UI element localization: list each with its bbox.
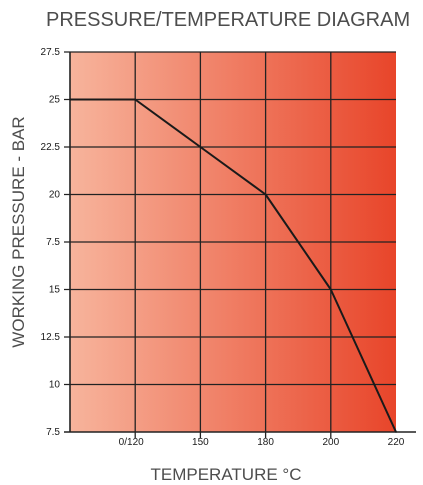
y-tick-label: 7.5: [46, 427, 60, 438]
series-layer: [69, 98, 397, 433]
y-tick-label: 7.5: [46, 237, 60, 248]
grid-lines: [64, 51, 396, 438]
series-line: [70, 98, 397, 433]
y-tick-label: 27.5: [41, 47, 61, 58]
axes: [64, 52, 416, 433]
series-point: [134, 98, 136, 101]
x-tick-label: 220: [388, 437, 405, 448]
y-tick-label: 15: [49, 285, 61, 296]
series-point: [395, 431, 397, 433]
series-point: [199, 146, 202, 148]
y-tick-labels: 7.5 10 12.5 15 7.5 20 22.5 25 27.5: [41, 47, 61, 438]
x-tick-labels: 0/120 150 180 200 220: [119, 437, 405, 448]
x-tick-label: 150: [192, 437, 209, 448]
y-tick-label: 20: [49, 190, 61, 201]
x-tick-label: 0/120: [119, 437, 144, 448]
y-tick-label: 10: [49, 380, 61, 391]
y-tick-label: 12.5: [41, 332, 61, 343]
x-tick-label: 180: [257, 437, 274, 448]
series-point: [264, 193, 267, 196]
chart-title: PRESSURE/TEMPERATURE DIAGRAM: [46, 9, 410, 31]
y-tick-label: 22.5: [41, 142, 61, 153]
x-axis-title: TEMPERATURE °C: [151, 465, 302, 484]
x-tick-label: 200: [322, 437, 339, 448]
series-point: [69, 98, 71, 101]
y-axis-title: WORKING PRESSURE - BAR: [9, 116, 28, 347]
y-tick-label: 25: [49, 95, 61, 106]
series-point: [330, 288, 332, 291]
